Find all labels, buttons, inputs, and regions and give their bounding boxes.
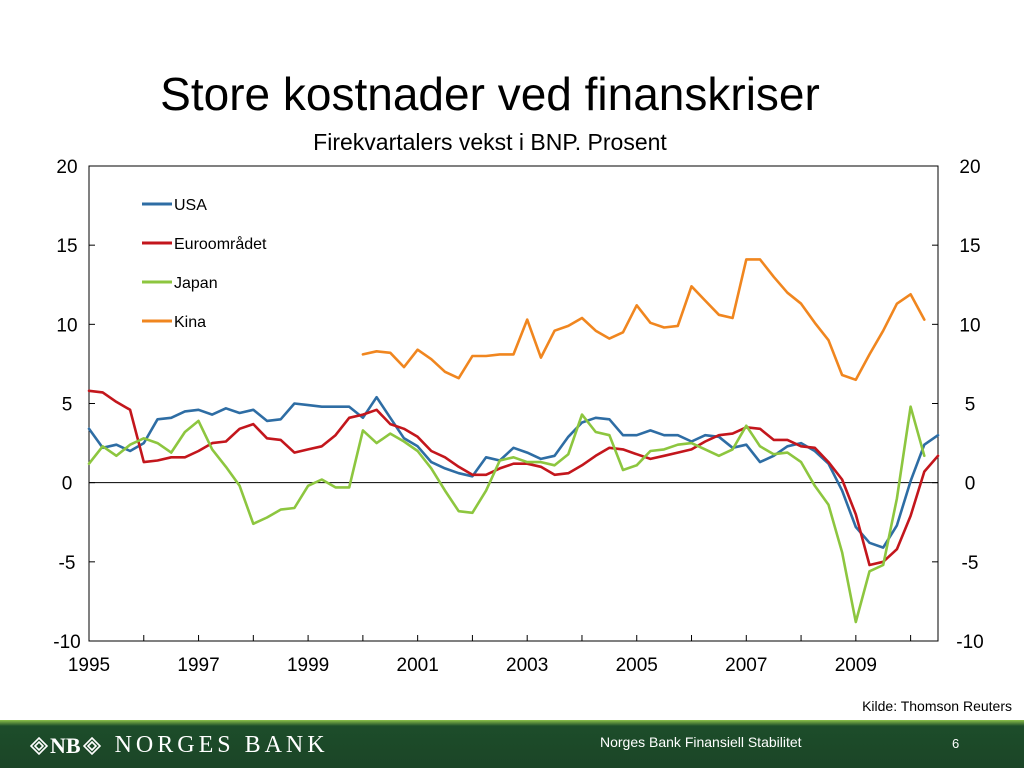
footer-caption: Norges Bank Finansiell Stabilitet bbox=[600, 734, 802, 750]
logo-wordmark: NORGES BANK bbox=[114, 732, 329, 758]
x-tick-label: 2003 bbox=[506, 655, 548, 676]
x-tick-label: 2009 bbox=[835, 655, 877, 676]
y-tick-label-right: 15 bbox=[959, 236, 980, 257]
y-tick-label-left: -10 bbox=[53, 632, 80, 653]
y-tick-label-left: 15 bbox=[56, 236, 77, 257]
knot-icon bbox=[82, 736, 101, 755]
y-tick-label-left: 10 bbox=[56, 315, 77, 336]
chart-subtitle: Firekvartalers vekst i BNP. Prosent bbox=[313, 129, 667, 155]
x-tick-label: 1995 bbox=[68, 655, 110, 676]
series-line-japan bbox=[87, 405, 926, 624]
y-tick-label-right: -10 bbox=[956, 632, 983, 653]
y-tick-label-right: 0 bbox=[965, 474, 976, 495]
page-title: Store kostnader ved finanskriser bbox=[160, 68, 820, 120]
x-tick-label: 1997 bbox=[177, 655, 219, 676]
source-note: Kilde: Thomson Reuters bbox=[862, 698, 1012, 714]
legend-label: Japan bbox=[174, 275, 218, 292]
page-number: 6 bbox=[952, 736, 960, 751]
y-tick-label-right: 10 bbox=[959, 315, 980, 336]
logo-initials: NB bbox=[50, 732, 81, 758]
logo-mark: NB bbox=[30, 733, 101, 759]
y-tick-label-right: -5 bbox=[962, 553, 979, 574]
y-tick-label-left: 5 bbox=[62, 395, 73, 416]
footer-bar: NB NORGES BANK Norges Bank Finansiell St… bbox=[0, 720, 1024, 768]
x-tick-label: 2005 bbox=[616, 655, 658, 676]
knot-icon bbox=[30, 736, 48, 755]
legend-label: Kina bbox=[174, 314, 206, 331]
x-tick-label: 2001 bbox=[397, 655, 439, 676]
series-line-kina bbox=[361, 258, 926, 382]
y-tick-label-right: 5 bbox=[965, 395, 976, 416]
y-tick-label-left: 0 bbox=[62, 474, 73, 495]
y-tick-label-left: 20 bbox=[56, 157, 77, 178]
norges-bank-logo: NB NORGES BANK bbox=[30, 732, 329, 759]
legend-label: USA bbox=[174, 197, 207, 214]
series-line-usa bbox=[87, 395, 940, 549]
x-tick-label: 1999 bbox=[287, 655, 329, 676]
x-tick-label: 2007 bbox=[725, 655, 767, 676]
y-tick-label-right: 20 bbox=[959, 157, 980, 178]
legend-label: Euroområdet bbox=[174, 235, 267, 253]
y-tick-label-left: -5 bbox=[59, 553, 76, 574]
series-line-euroområdet bbox=[87, 389, 940, 567]
